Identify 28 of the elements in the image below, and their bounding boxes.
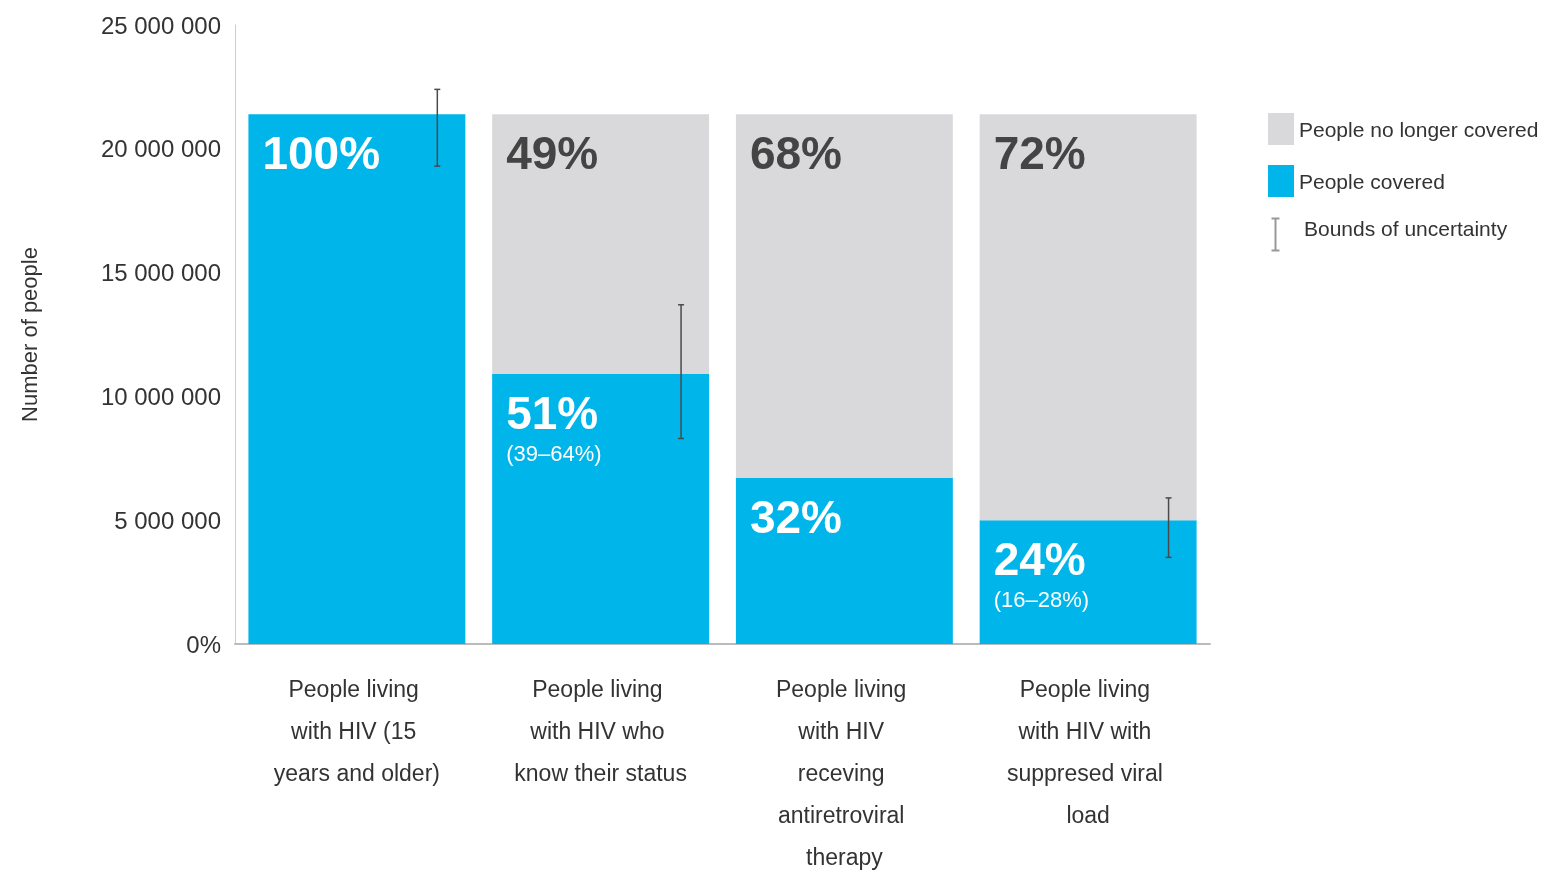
annotation: 72% [993, 127, 1086, 180]
text: Bounds of uncertainty [1304, 217, 1508, 240]
x-tick-label: People living with HIV with suppresed viral load [1006, 676, 1170, 828]
annotation: 100% [262, 127, 381, 180]
annotation: 51% (39–64%) [506, 387, 602, 466]
bar [248, 114, 466, 644]
y-tick-label: 0% [186, 630, 221, 658]
bar [492, 114, 710, 375]
bar [492, 374, 710, 644]
x-tick-label: People living with HIV receving antiretroviral therapy [775, 676, 913, 870]
legend-label: People covered [1299, 169, 1445, 193]
y-axis-title: Number of people [16, 247, 42, 422]
y-tick-label: 20 000 000 [100, 135, 221, 163]
y-tick-label: 15 000 000 [100, 259, 221, 287]
y-tick-label: 5 000 000 [114, 506, 221, 534]
bar [979, 520, 1197, 644]
bar [735, 478, 953, 644]
x-tick-label: People living with HIV (15 years and older) [273, 676, 440, 786]
bar [735, 114, 953, 479]
annotation: 49% [506, 127, 599, 180]
y-tick-label: 25 000 000 [100, 11, 221, 39]
annotation: 68% [749, 127, 842, 180]
annotation: 32% [749, 491, 842, 544]
legend-label: People no longer covered [1299, 117, 1539, 141]
y-tick-label: 10 000 000 [100, 382, 221, 410]
bar [979, 114, 1197, 521]
x-tick-label: People living with HIV who know their status [514, 676, 687, 786]
annotation: 24% (16–28%) [993, 533, 1090, 612]
